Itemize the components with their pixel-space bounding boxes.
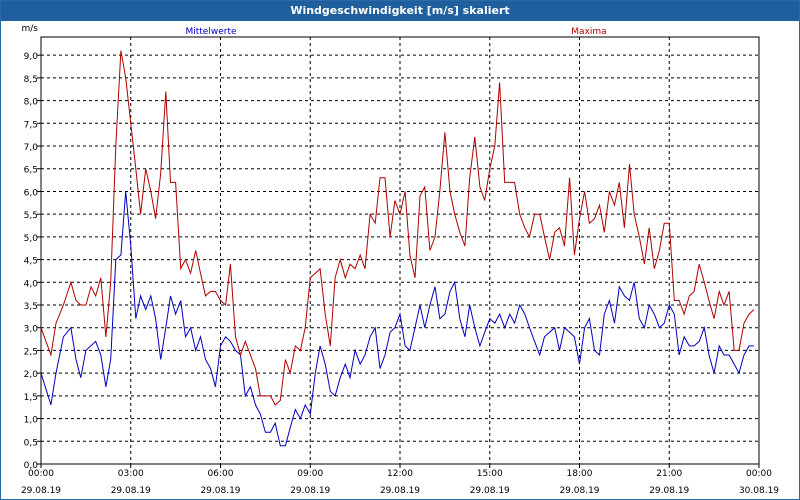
x-tick-time-label: 03:00 (118, 469, 144, 479)
y-tick-label: 9,0 (24, 52, 39, 62)
x-tick-time-label: 06:00 (208, 469, 234, 479)
legend-entry: Mittelwerte (185, 27, 236, 37)
x-tick-date-label: 29.08.19 (200, 486, 240, 496)
x-tick-date-label: 29.08.19 (649, 486, 689, 496)
y-tick-label: 1,0 (24, 416, 39, 426)
x-tick-date-label: 29.08.19 (111, 486, 151, 496)
y-tick-label: 5,5 (24, 211, 38, 221)
x-tick-time-label: 15:00 (477, 469, 503, 479)
y-tick-label: 2,5 (24, 347, 38, 357)
x-tick-time-label: 00:00 (28, 469, 54, 479)
x-tick-date-label: 29.08.19 (380, 486, 420, 496)
y-tick-label: 3,0 (24, 325, 39, 335)
x-tick-time-label: 09:00 (297, 469, 323, 479)
y-tick-label: 2,0 (24, 370, 39, 380)
legend-entry: Maxima (571, 27, 606, 37)
x-tick-time-label: 18:00 (567, 469, 593, 479)
y-tick-label: 7,5 (24, 120, 38, 130)
y-tick-label: 4,5 (24, 257, 38, 267)
y-axis-label: m/s (22, 24, 39, 34)
y-tick-label: 6,0 (24, 188, 39, 198)
chart-area: 0,0 0,5 1,0 1,5 2,0 2,5 3,0 3,5 4,0 4,5 5,0 5,5 6,0 6… (21, 24, 779, 496)
y-tick-label: 5,0 (24, 234, 39, 244)
x-tick-date-label: 29.08.19 (290, 486, 330, 496)
x-tick-time-label: 21:00 (656, 469, 682, 479)
y-tick-label: 1,5 (24, 393, 38, 403)
y-tick-label: 3,5 (24, 302, 38, 312)
x-tick-date-label: 29.08.19 (21, 486, 61, 496)
x-tick-time-label: 12:00 (387, 469, 413, 479)
x-tick-date-label: 29.08.19 (470, 486, 510, 496)
series-line-maxima (40, 50, 755, 406)
x-tick-date-label: 30.08.19 (739, 486, 779, 496)
chart-title: Windgeschwindigkeit [m/s] skaliert (1, 1, 799, 21)
y-tick-label: 4,0 (24, 279, 39, 289)
x-tick-date-label: 29.08.19 (559, 486, 599, 496)
y-tick-label: 0,5 (24, 438, 38, 448)
y-tick-label: 0,0 (24, 461, 39, 471)
series-line-mittelwerte (40, 191, 754, 447)
y-tick-label: 8,5 (24, 75, 38, 85)
y-tick-label: 7,0 (24, 143, 39, 153)
y-tick-label: 6,5 (24, 166, 38, 176)
x-tick-time-label: 00:00 (746, 469, 772, 479)
y-tick-label: 8,0 (24, 98, 39, 108)
